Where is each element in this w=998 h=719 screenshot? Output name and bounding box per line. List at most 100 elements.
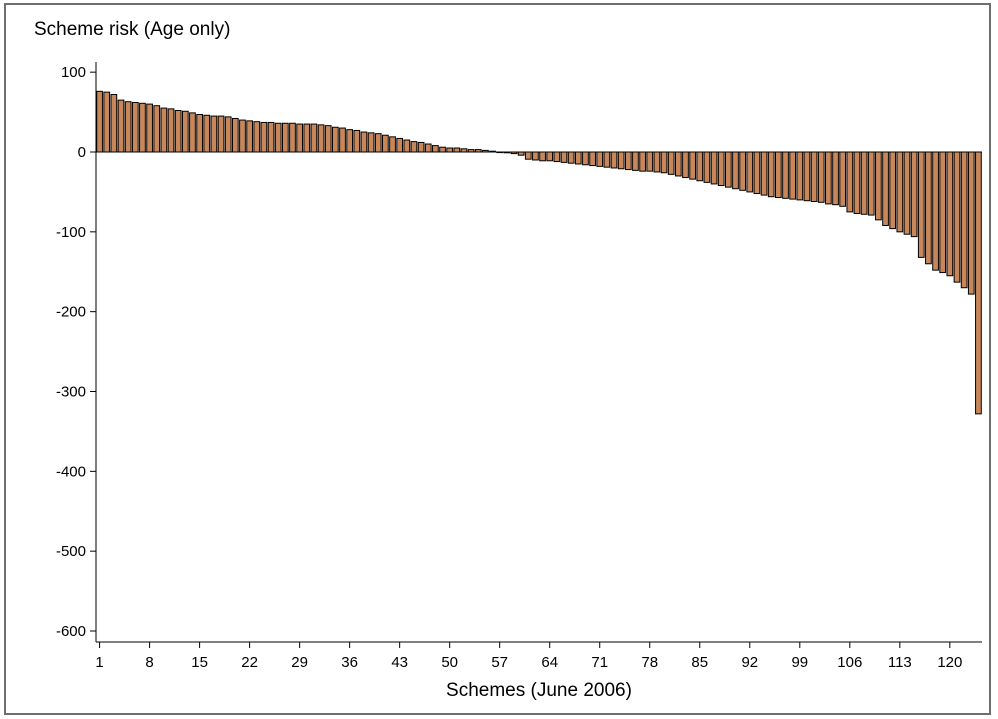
bar-scheme-14 <box>189 112 196 153</box>
bar-scheme-80 <box>660 151 668 174</box>
x-axis-label: Schemes (June 2006) <box>446 680 632 701</box>
bar-scheme-121 <box>953 151 961 283</box>
bar-scheme-86 <box>703 151 711 183</box>
bar-scheme-65 <box>553 151 561 163</box>
bar-scheme-114 <box>903 151 911 235</box>
bar-scheme-44 <box>403 139 411 153</box>
bar-scheme-42 <box>389 136 396 153</box>
bar-scheme-107 <box>853 151 861 214</box>
bar-scheme-39 <box>367 132 375 153</box>
bar-scheme-23 <box>253 121 261 153</box>
bar-scheme-38 <box>360 131 368 153</box>
bar-scheme-74 <box>617 151 625 170</box>
bar-scheme-105 <box>839 151 847 207</box>
bar-scheme-112 <box>889 151 897 230</box>
bar-scheme-61 <box>524 151 532 160</box>
bar-scheme-3 <box>110 94 118 153</box>
x-tick-label: 22 <box>241 654 258 671</box>
bar-scheme-51 <box>453 147 461 153</box>
bar-scheme-117 <box>925 151 932 265</box>
bar-scheme-15 <box>196 113 203 153</box>
bar-scheme-111 <box>882 151 889 226</box>
bar-scheme-115 <box>910 151 918 238</box>
bar-scheme-102 <box>817 151 825 203</box>
bar-scheme-109 <box>867 151 875 216</box>
bar-scheme-73 <box>610 151 618 169</box>
x-tick-label: 50 <box>441 654 458 671</box>
bar-scheme-1 <box>96 90 103 153</box>
x-tick-label: 8 <box>145 654 153 671</box>
bar-scheme-29 <box>296 123 303 153</box>
bar-scheme-12 <box>174 109 182 153</box>
bar-scheme-91 <box>739 151 747 191</box>
y-tick-label: 0 <box>78 144 86 161</box>
bar-scheme-92 <box>746 151 754 193</box>
bar-scheme-11 <box>167 108 175 153</box>
bar-scheme-71 <box>596 151 604 167</box>
bar-scheme-77 <box>639 151 646 172</box>
bar-scheme-83 <box>682 151 689 179</box>
x-tick-label: 71 <box>591 654 608 671</box>
bar-scheme-30 <box>303 123 311 153</box>
x-tick-label: 113 <box>888 654 912 671</box>
bar-scheme-116 <box>917 151 925 258</box>
bar-scheme-99 <box>796 151 804 201</box>
x-tick-label: 36 <box>341 654 358 671</box>
bar-scheme-90 <box>732 151 739 190</box>
x-tick-label: 1 <box>95 654 103 671</box>
bar-scheme-22 <box>246 120 253 153</box>
bar-scheme-20 <box>231 117 239 153</box>
bar-scheme-64 <box>546 151 554 162</box>
bar-scheme-4 <box>117 99 125 153</box>
bar-scheme-70 <box>589 151 596 167</box>
bar-scheme-19 <box>224 116 232 153</box>
bar-scheme-43 <box>396 137 404 153</box>
bar-scheme-100 <box>803 151 811 202</box>
x-tick-label: 29 <box>291 654 308 671</box>
x-tick-label: 57 <box>491 654 508 671</box>
bar-scheme-33 <box>324 125 332 153</box>
bar-scheme-66 <box>560 151 568 163</box>
bar-scheme-118 <box>932 151 939 271</box>
bar-scheme-10 <box>160 107 168 153</box>
bar-scheme-89 <box>724 151 732 188</box>
x-tick-label: 15 <box>191 654 208 671</box>
bar-scheme-98 <box>789 151 797 200</box>
bar-scheme-28 <box>289 122 296 153</box>
x-tick-label: 43 <box>391 654 408 671</box>
x-tick-label: 64 <box>541 654 558 671</box>
x-tick-label: 99 <box>791 654 808 671</box>
chart-title: Scheme risk (Age only) <box>34 19 231 40</box>
bar-scheme-6 <box>131 102 139 153</box>
bar-scheme-113 <box>896 151 904 233</box>
bar-scheme-46 <box>417 141 425 153</box>
bar-scheme-32 <box>317 124 325 153</box>
y-tick-label: -300 <box>56 384 86 401</box>
bar-scheme-122 <box>960 151 968 289</box>
bar-scheme-106 <box>846 151 854 213</box>
bar-scheme-79 <box>653 151 661 173</box>
bar-scheme-47 <box>424 143 432 153</box>
bar-scheme-93 <box>753 151 761 195</box>
bar-scheme-110 <box>875 151 882 221</box>
bar-scheme-34 <box>332 126 339 153</box>
bar-scheme-9 <box>153 105 161 153</box>
bar-scheme-35 <box>339 127 346 153</box>
bar-scheme-13 <box>181 110 189 153</box>
y-tick-label: -100 <box>56 224 86 241</box>
x-tick-label: 85 <box>691 654 708 671</box>
bar-scheme-78 <box>646 151 654 172</box>
x-tick-label: 78 <box>641 654 658 671</box>
bar-scheme-25 <box>267 121 275 153</box>
bar-scheme-88 <box>717 151 725 187</box>
bar-scheme-108 <box>860 151 868 215</box>
bar-scheme-95 <box>767 151 775 198</box>
bar-scheme-16 <box>203 114 211 153</box>
bar-scheme-94 <box>760 151 768 196</box>
bar-scheme-85 <box>696 151 704 182</box>
bar-scheme-123 <box>967 151 975 295</box>
bar-scheme-119 <box>939 151 947 274</box>
y-tick-label: -500 <box>56 543 86 560</box>
bar-scheme-36 <box>346 129 354 153</box>
